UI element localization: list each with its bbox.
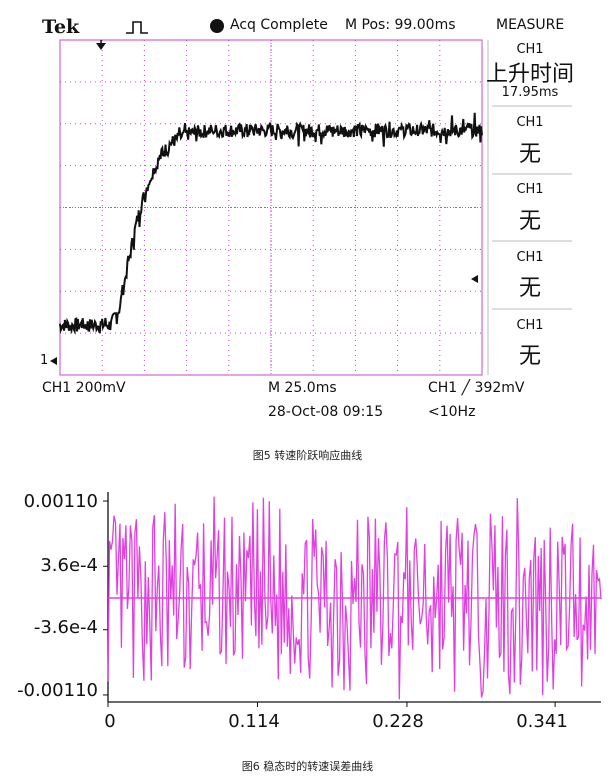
measure-1-value: 17.95ms [501, 85, 559, 100]
x-tick-label-3: 0.228 [372, 711, 424, 732]
y-tick-label-2: 3.6e-4 [40, 555, 98, 576]
acq-status: Acq Complete [230, 17, 328, 33]
y-tick-label-1: 0.00110 [23, 491, 98, 512]
step-response-trace [59, 112, 483, 336]
measure-3-channel: CH1 [516, 182, 544, 197]
channel-marker: 1 [40, 353, 49, 368]
y-tick-label-4: -0.00110 [17, 680, 98, 701]
y-tick-label-3: -3.6e-4 [33, 617, 98, 638]
measure-title: MEASURE [496, 17, 565, 33]
measure-1-channel: CH1 [516, 42, 544, 57]
trigger-level-marker [471, 275, 478, 283]
measure-3-label: 无 [518, 209, 541, 234]
measure-4-label: 无 [518, 276, 541, 301]
capture-date: 28-Oct-08 09:15 [268, 404, 384, 420]
measure-5-label: 无 [518, 344, 541, 369]
x-tick-label-2: 0.114 [228, 711, 280, 732]
ch1-scale: CH1 200mV [42, 380, 126, 396]
trigger-freq: <10Hz [428, 404, 476, 420]
m-pos: M Pos: 99.00ms [345, 17, 456, 33]
error-series-line [107, 496, 602, 700]
measure-2-label: 无 [518, 142, 541, 167]
measure-5-channel: CH1 [516, 318, 544, 333]
x-tick-label-1: 0 [104, 711, 116, 732]
trigger-level: CH1 ╱ 392mV [428, 380, 525, 396]
timebase: M 25.0ms [268, 380, 337, 396]
measure-1-label: 上升时间 [485, 62, 574, 87]
trigger-position-marker [96, 43, 106, 50]
measure-4-channel: CH1 [516, 250, 544, 265]
scope-brand: Tek [42, 16, 80, 38]
measure-2-channel: CH1 [516, 115, 544, 130]
x-tick-label-4: 0.341 [516, 711, 568, 732]
trigger-mode-icon [126, 21, 148, 34]
figure-6-caption: 图6 稳态时的转速误差曲线 [241, 760, 374, 773]
acq-status-icon [210, 19, 224, 33]
channel-ground-marker [50, 357, 57, 365]
figure-5-caption: 图5 转速阶跃响应曲线 [252, 449, 363, 462]
